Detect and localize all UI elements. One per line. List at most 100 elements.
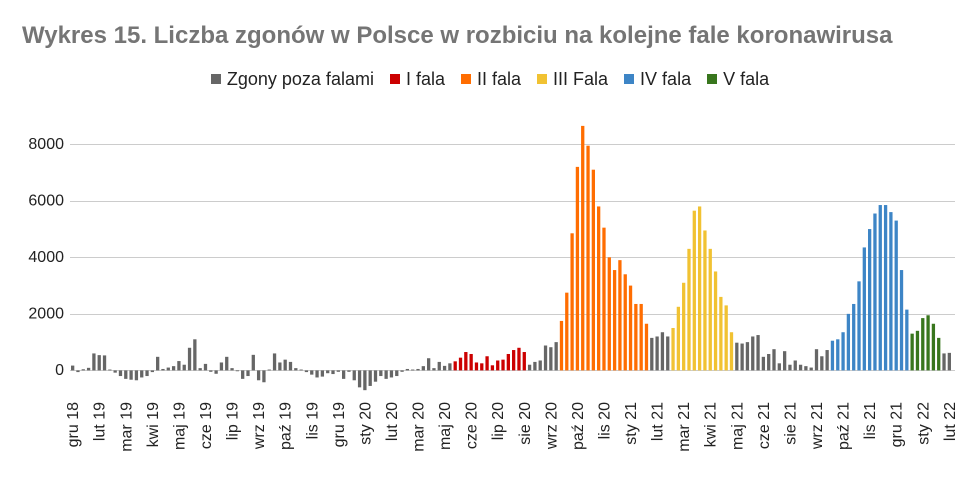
bar	[474, 362, 479, 371]
bar	[597, 206, 601, 371]
legend-label: V fala	[723, 69, 770, 89]
bar	[405, 368, 410, 371]
legend-item-ii-fala: II fala	[460, 68, 522, 90]
bar	[788, 364, 792, 371]
bar	[86, 367, 91, 371]
bar	[326, 370, 330, 374]
y-tick-label: 8000	[28, 136, 64, 153]
gridlines	[70, 144, 955, 371]
x-tick-label: paź 19	[278, 402, 295, 450]
bar	[554, 342, 558, 371]
bar	[458, 357, 463, 371]
x-tick-label: wrz 21	[809, 402, 826, 450]
bar	[729, 332, 734, 371]
bar	[713, 271, 718, 371]
x-tick-label: lis 19	[304, 402, 321, 439]
legend-item-v-fala: V fala	[707, 68, 769, 90]
x-tick-label: maj 19	[171, 402, 188, 450]
bar	[442, 365, 447, 371]
x-tick-label: lis 20	[596, 402, 613, 439]
bar	[628, 285, 633, 371]
bar	[873, 213, 877, 371]
legend-marker	[537, 74, 548, 84]
bar	[400, 370, 404, 372]
bar	[352, 370, 356, 381]
legend-item-iii-fala: III Fala	[537, 68, 608, 90]
bar	[182, 364, 186, 371]
x-tick-label: sty 21	[623, 402, 640, 445]
bar	[671, 327, 675, 371]
x-tick-label: paź 20	[570, 402, 587, 450]
bar	[921, 318, 925, 371]
x-tick-label: mar 20	[411, 402, 428, 452]
bar	[129, 370, 133, 380]
bar	[214, 370, 218, 374]
bar	[92, 353, 96, 371]
bar	[735, 342, 739, 371]
x-tick-label: gru 19	[331, 402, 348, 447]
bar	[198, 368, 202, 371]
legend-label: Zgony poza falami	[226, 69, 374, 89]
bar	[368, 370, 372, 386]
bar	[857, 281, 861, 371]
y-axis: 0 2000 4000 6000 8000	[28, 136, 64, 379]
bar	[411, 369, 415, 371]
legend: Zgony poza falami I fala II fala III Fal…	[0, 68, 980, 90]
bar	[575, 166, 580, 371]
chart-title: Wykres 15. Liczba zgonów w Polsce w rozb…	[22, 22, 893, 49]
bar	[836, 339, 840, 371]
bars	[71, 125, 951, 391]
x-tick-label: maj 20	[437, 402, 454, 450]
bar	[947, 352, 951, 371]
y-tick-label: 2000	[28, 305, 64, 322]
bar	[272, 353, 277, 371]
legend-item-iv-fala: IV fala	[624, 68, 691, 90]
bar	[618, 260, 622, 371]
bar	[868, 229, 872, 371]
bar	[740, 343, 744, 371]
y-tick-label: 4000	[28, 249, 64, 266]
x-tick-label: gru 21	[889, 402, 906, 447]
bar	[559, 320, 564, 371]
bar	[320, 370, 325, 377]
bar	[288, 361, 293, 371]
legend-label: IV fala	[640, 69, 692, 89]
bar	[97, 355, 101, 371]
bar	[171, 366, 176, 371]
bar	[363, 370, 367, 391]
bar	[304, 370, 309, 373]
bar	[384, 370, 388, 379]
bar	[389, 370, 394, 378]
bar	[177, 361, 181, 371]
bar	[682, 282, 686, 371]
bar	[501, 359, 505, 371]
x-tick-label: kwi 19	[145, 402, 162, 447]
bar	[586, 145, 590, 371]
bar	[889, 212, 893, 371]
bar	[187, 347, 192, 371]
bar	[193, 339, 197, 371]
bar	[798, 364, 803, 371]
legend-marker	[460, 74, 471, 84]
x-tick-label: sie 20	[517, 402, 534, 445]
bar	[432, 368, 436, 371]
bar	[644, 323, 649, 371]
bar	[660, 332, 665, 371]
bar	[113, 370, 117, 373]
legend-marker	[210, 74, 221, 84]
x-tick-label: lut 20	[384, 402, 401, 441]
bar	[203, 363, 208, 371]
x-tick-label: paź 21	[836, 402, 853, 450]
bar	[623, 274, 627, 371]
bar	[676, 306, 681, 371]
bar	[581, 125, 585, 371]
bar	[708, 248, 712, 371]
legend-label: II fala	[476, 69, 522, 89]
bar	[809, 367, 813, 371]
bar	[485, 356, 489, 371]
legend-marker	[389, 74, 400, 84]
bar	[915, 330, 920, 371]
bar	[543, 345, 548, 371]
bar	[496, 360, 500, 371]
